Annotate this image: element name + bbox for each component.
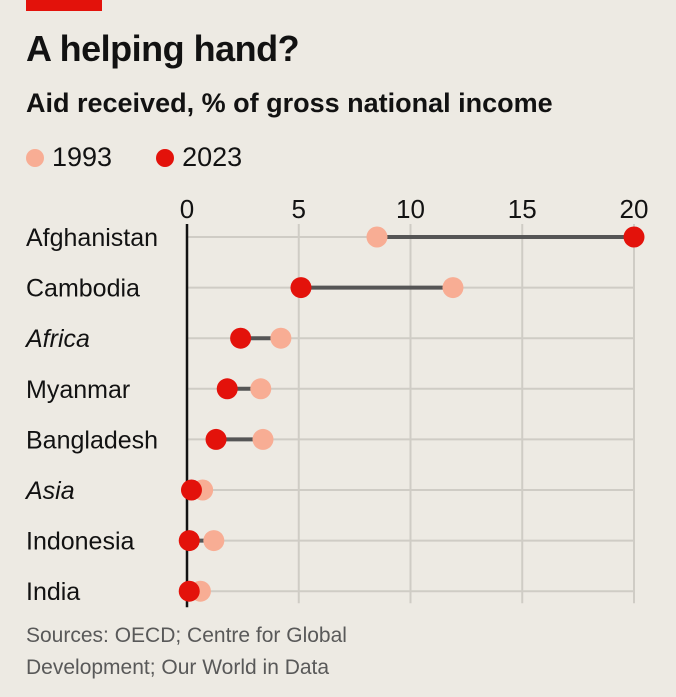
point-1993 (203, 530, 225, 552)
point-2023 (178, 580, 200, 602)
point-2023 (205, 428, 227, 450)
category-label: Indonesia (26, 528, 135, 556)
point-1993 (250, 378, 272, 400)
point-1993 (252, 428, 274, 450)
legend-label-1993: 1993 (52, 142, 113, 172)
category-label: Cambodia (26, 275, 140, 303)
point-1993 (442, 277, 464, 299)
category-label: Afghanistan (26, 224, 158, 252)
chart-subtitle: Aid received, % of gross national income (26, 88, 553, 118)
category-label: India (26, 578, 80, 606)
x-tick-label: 0 (180, 194, 194, 224)
point-1993 (366, 226, 388, 248)
point-1993 (270, 327, 292, 349)
point-2023 (178, 530, 200, 552)
legend-marker-2023 (156, 148, 175, 167)
x-tick-label: 10 (396, 194, 425, 224)
point-2023 (623, 226, 645, 248)
x-tick-label: 5 (292, 194, 306, 224)
category-label: Asia (24, 477, 75, 505)
legend-item-2023: 2023 (156, 142, 242, 173)
brand-red-tag (26, 0, 102, 11)
category-label: Myanmar (26, 376, 130, 404)
point-2023 (180, 479, 202, 501)
legend-marker-1993 (26, 148, 44, 167)
category-label: Bangladesh (26, 426, 158, 454)
legend-label-2023: 2023 (182, 142, 243, 172)
legend-item-1993: 1993 (26, 142, 112, 173)
point-2023 (216, 378, 238, 400)
source-note: Sources: OECD; Centre for Global Develop… (26, 624, 347, 679)
legend: 1993 2023 (26, 142, 286, 173)
x-tick-label: 20 (620, 194, 649, 224)
chart-title: A helping hand? (26, 28, 300, 69)
category-label: Africa (24, 325, 90, 353)
x-tick-label: 15 (508, 194, 537, 224)
point-2023 (230, 327, 252, 349)
point-2023 (290, 277, 312, 299)
